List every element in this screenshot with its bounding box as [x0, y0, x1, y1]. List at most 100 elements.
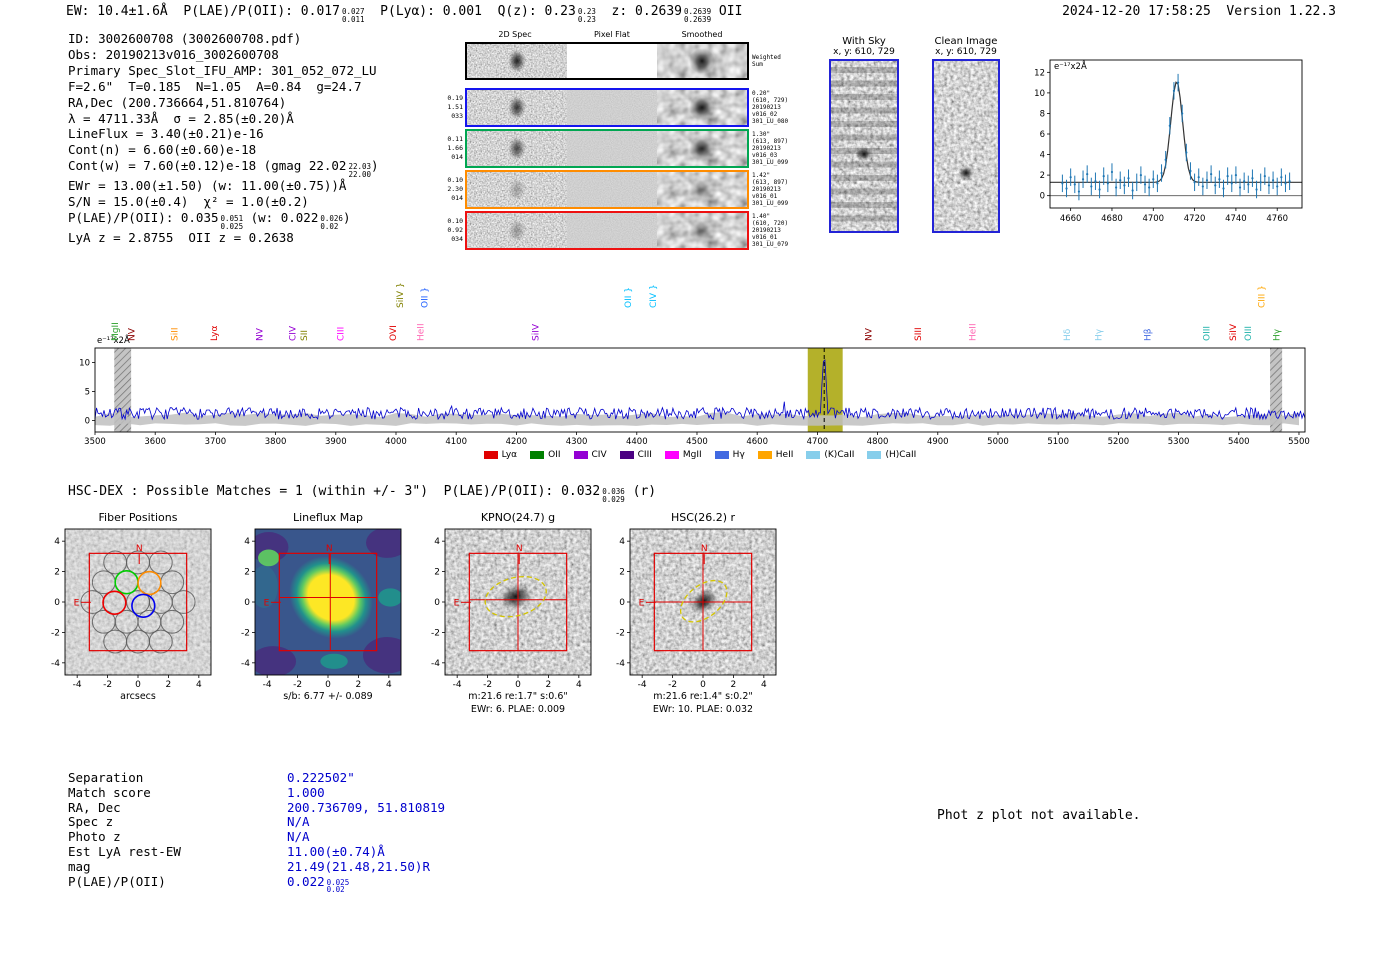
line-label: OIII	[1244, 326, 1254, 341]
line-label: CIV	[288, 325, 298, 341]
compass-east: E	[74, 598, 80, 608]
spectrum-line	[94, 359, 1306, 421]
lineflux-map-title: Lineflux Map	[292, 511, 364, 524]
match-table-row: Match score 1.000	[68, 784, 445, 801]
text-segment: N/A	[287, 829, 310, 845]
with-sky-frame	[829, 59, 899, 233]
value-uncertainty: 0.036 0.029	[602, 487, 625, 504]
clean-image-frame	[932, 59, 1000, 233]
compass-north: N	[701, 544, 708, 554]
spec2d-strip	[567, 172, 657, 207]
spec2d-row-box	[465, 211, 749, 250]
legend-swatch	[530, 451, 545, 459]
line-label: OII }	[420, 287, 430, 308]
match-table-row: P(LAE)/P(OII) 0.022 0.025 0.02	[68, 873, 445, 894]
line-label: Hγ	[1095, 328, 1105, 341]
spec2d-row-left-labels: 0.19 1.51 033	[447, 94, 463, 120]
text-segment: (w: 0.022	[243, 210, 319, 226]
svg-text:4600: 4600	[746, 437, 768, 447]
text-segment: 0.022	[287, 873, 325, 889]
match-field-value: 1.000	[287, 785, 325, 800]
svg-text:2: 2	[54, 568, 60, 578]
text-segment: Cont(n) = 6.60(±0.60)e-18	[68, 142, 257, 158]
svg-text:2: 2	[731, 680, 737, 690]
line-label: OVI	[389, 325, 399, 341]
svg-text:3700: 3700	[205, 437, 227, 447]
hsc-r-xlabel2: EWr: 10. PLAE: 0.032	[652, 704, 754, 715]
text-segment: Primary Spec_Slot_IFU_AMP: 301_052_072_L…	[68, 62, 377, 78]
with-sky-panel: With Sky x, y: 610, 729	[828, 36, 900, 235]
text-segment: N/A	[287, 814, 310, 830]
line-label: Hβ	[1143, 328, 1153, 341]
svg-text:4: 4	[1040, 151, 1045, 161]
spec2d-row-left-labels: 0.10 2.30 014	[447, 176, 463, 202]
text-segment: RA,Dec (200.736664,51.810764)	[68, 94, 287, 110]
spec2d-row-right-labels: 0.20" (610, 729) 20190213 v016_02 301_LU_080	[752, 90, 789, 125]
text-segment: 1.000	[287, 784, 325, 800]
clean-image-panel: Clean Image x, y: 610, 729	[930, 36, 1002, 235]
spec2d-row-right-labels: 1.42" (613, 897) 20190213 v016_01 301_LU_099	[752, 172, 789, 207]
highlighted-fiber-circle	[102, 590, 127, 615]
value-uncertainty: 0.051 0.025	[220, 214, 244, 231]
info-line: S/N = 15.0(±0.4) χ² = 1.0(±0.2)	[68, 194, 379, 210]
svg-text:e⁻¹⁷x2Å: e⁻¹⁷x2Å	[1054, 60, 1087, 72]
text-segment: )	[371, 158, 379, 174]
spec2d-row-right-labels: Weighted Sum	[752, 54, 781, 68]
legend-swatch	[714, 451, 729, 459]
info-line: Primary Spec_Slot_IFU_AMP: 301_052_072_L…	[68, 63, 379, 79]
text-segment: 11.00(±0.74)Å	[287, 843, 385, 859]
photz-note: Phot z plot not available.	[937, 808, 1141, 823]
svg-text:4000: 4000	[385, 437, 407, 447]
match-field-label: Separation	[68, 770, 144, 785]
match-field-label: Spec z	[68, 814, 114, 830]
svg-text:4800: 4800	[867, 437, 889, 447]
text-segment: HSC-DEX : Possible Matches = 1 (within +…	[68, 484, 601, 499]
text-segment: P(Lyα): 0.001 Q(z): 0.23	[364, 4, 576, 19]
line-label: MgII	[111, 322, 121, 341]
info-line: Cont(w) = 7.60(±0.12)e-18 (gmag 22.02 22.…	[68, 158, 379, 178]
match-table-row: Separation 0.222502"	[68, 770, 445, 786]
svg-text:-4: -4	[51, 659, 60, 669]
legend-swatch	[867, 451, 882, 459]
match-table-row: mag 21.49(21.48,21.50)R	[68, 859, 445, 875]
info-line: F=2.6" T=0.185 N=1.05 A=0.84 g=24.7	[68, 79, 379, 95]
gaussian-fit-line	[1050, 81, 1302, 183]
match-field-label: Match score	[68, 784, 151, 800]
match-table-row: Photo z N/A	[68, 829, 445, 845]
spec2d-strip	[657, 90, 747, 125]
svg-text:5400: 5400	[1228, 437, 1250, 447]
legend-swatch	[806, 451, 821, 459]
svg-text:0: 0	[619, 598, 625, 608]
detection-info-block: ID: 3002600708 (3002600708.pdf) Obs: 2019…	[68, 31, 379, 246]
legend-label: HeII	[775, 450, 794, 460]
spec2d-strip	[657, 213, 747, 248]
spec2d-strip	[657, 131, 747, 166]
svg-text:0: 0	[54, 598, 60, 608]
legend-label: Hγ	[732, 450, 745, 460]
lineflux-map-xlabel: s/b: 6.77 +/- 0.089	[283, 691, 373, 702]
value-uncertainty: 0.23 0.23	[577, 7, 596, 24]
text-segment: EW: 10.4±1.6Å P(LAE)/P(OII): 0.017	[66, 4, 340, 19]
info-line: λ = 4711.33Å σ = 2.85(±0.20)Å	[68, 111, 379, 127]
svg-text:0: 0	[85, 416, 90, 426]
text-segment: Obs: 20190213v016_3002600708	[68, 46, 279, 62]
svg-text:5300: 5300	[1168, 437, 1190, 447]
line-label: SII	[300, 330, 310, 341]
spec2d-row: 0.11 1.66 014 1.30" (613, 897) 20190213 v016_0…	[441, 129, 800, 168]
info-line: LineFlux = 3.40(±0.21)e-16	[68, 126, 379, 142]
hsc-r-plot: N E -4 -4 -2 -2 0 0 2 2 4 4	[616, 528, 777, 690]
full-spectrum-plot: 3500 3600 3700 3800 3900 4000 4100 4200 4300 4400…	[79, 282, 1310, 447]
svg-text:-2: -2	[616, 628, 625, 638]
svg-text:3900: 3900	[325, 437, 347, 447]
legend-item: CIV	[573, 450, 607, 460]
spec2d-strip	[567, 213, 657, 248]
text-segment: ID: 3002600708 (3002600708.pdf)	[68, 31, 302, 46]
svg-text:4200: 4200	[506, 437, 528, 447]
text-segment: S/N = 15.0(±0.4) χ² = 1.0(±0.2)	[68, 194, 309, 210]
match-field-value: N/A	[287, 814, 310, 829]
svg-text:0: 0	[434, 598, 440, 608]
line-label: NV	[865, 327, 875, 341]
svg-text:-2: -2	[241, 628, 250, 638]
svg-text:10: 10	[1034, 89, 1045, 99]
line-label: SIII	[914, 327, 924, 341]
